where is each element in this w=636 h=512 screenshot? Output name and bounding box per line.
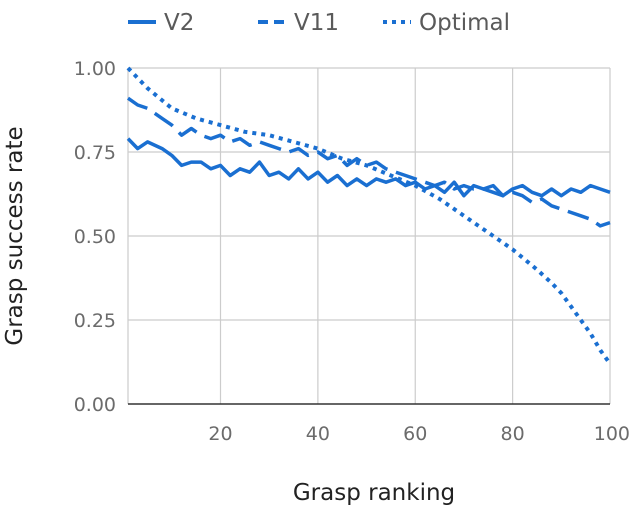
x-tick-label: 80 [501, 423, 525, 445]
x-tick-label: 40 [306, 423, 330, 445]
series-line-optimal [126, 66, 612, 365]
x-tick-label: 100 [594, 423, 630, 445]
legend-label-optimal: Optimal [419, 10, 510, 36]
y-tick-label: 0.75 [74, 142, 116, 164]
x-tick-label: 60 [403, 423, 427, 445]
legend: V2 V11 Optimal [128, 10, 510, 36]
y-tick-labels: 0.00 0.25 0.50 0.75 1.00 [74, 58, 116, 416]
y-tick-label: 0.50 [74, 226, 116, 248]
x-axis-title: Grasp ranking [293, 480, 455, 506]
y-tick-label: 0.00 [74, 394, 116, 416]
series-line-v2 [126, 137, 611, 198]
y-tick-label: 0.25 [74, 310, 116, 332]
y-axis-title: Grasp success rate [2, 126, 28, 345]
y-tick-label: 1.00 [74, 58, 116, 80]
legend-label-v11: V11 [294, 10, 339, 36]
x-tick-label: 20 [208, 423, 232, 445]
legend-label-v2: V2 [164, 10, 194, 36]
x-tick-labels: 20 40 60 80 100 [208, 423, 630, 445]
series-line-v11 [126, 96, 611, 228]
gridlines [127, 67, 611, 404]
series-lines [126, 66, 612, 365]
